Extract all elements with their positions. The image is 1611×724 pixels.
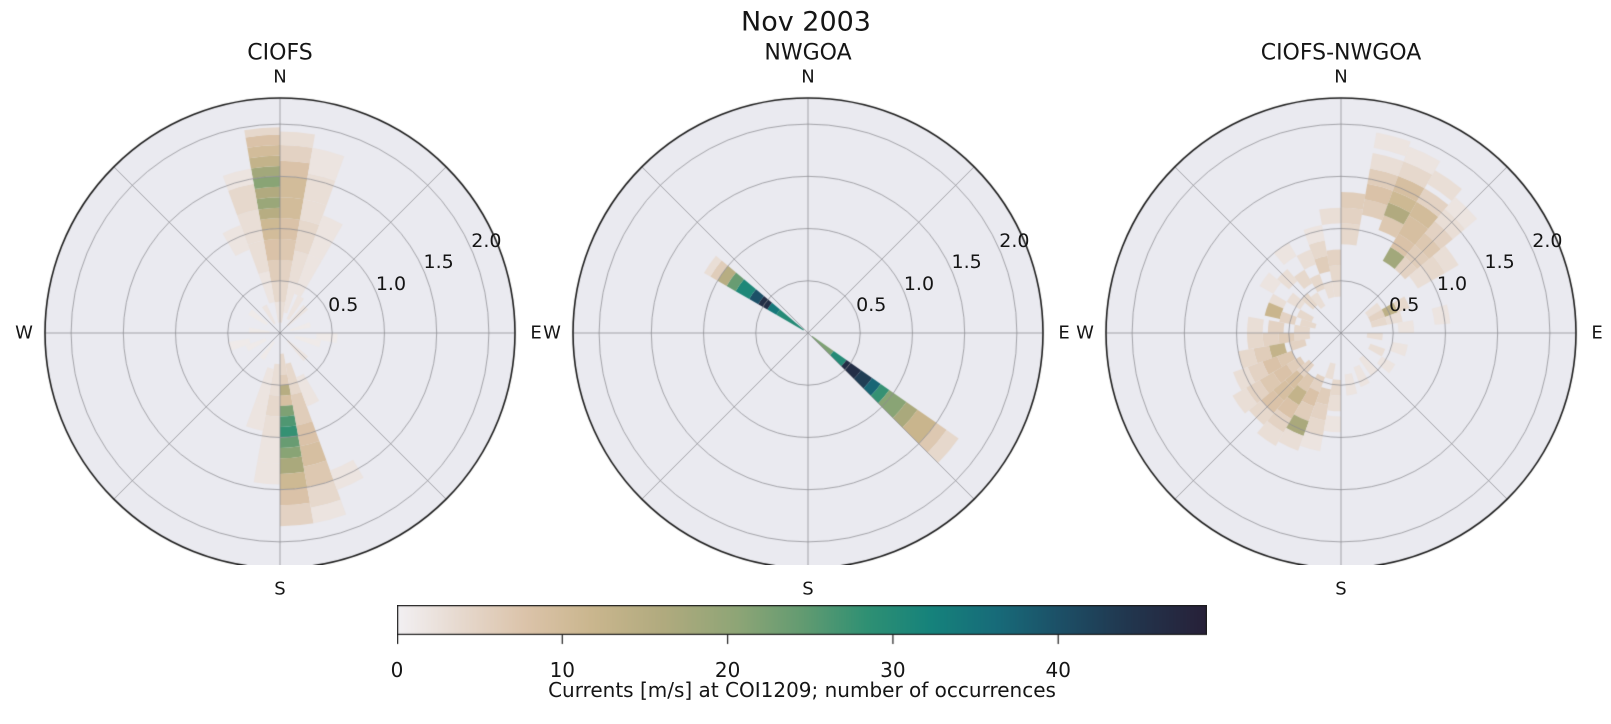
radial-tick-label: 2.0 xyxy=(1532,230,1563,253)
current-rose-canvas xyxy=(0,0,1611,565)
radial-tick-label: 2.0 xyxy=(999,230,1030,253)
compass-label-east: E xyxy=(1591,322,1603,344)
compass-label-south: S xyxy=(1335,578,1347,600)
colorbar-label: Currents [m/s] at COI1209; number of occ… xyxy=(548,678,1056,702)
radial-tick-label: 1.5 xyxy=(423,251,454,274)
radial-tick-label: 0.5 xyxy=(328,293,359,316)
radial-tick-label: 1.5 xyxy=(1484,251,1515,274)
compass-label-west: W xyxy=(1076,322,1094,344)
radial-tick-label: 0.5 xyxy=(1389,293,1420,316)
radial-tick-label: 0.5 xyxy=(856,293,887,316)
compass-label-west: W xyxy=(543,322,561,344)
colorbar-tick-label: 40 xyxy=(1045,658,1071,682)
compass-label-north: N xyxy=(801,66,815,88)
compass-label-north: N xyxy=(1334,66,1348,88)
figure-title: Nov 2003 xyxy=(741,6,871,38)
colorbar-gradient xyxy=(397,605,1207,645)
radial-tick-label: 2.0 xyxy=(471,230,502,253)
radial-tick-label: 1.0 xyxy=(1436,272,1468,295)
compass-label-west: W xyxy=(15,322,33,344)
radial-tick-label: 1.0 xyxy=(903,272,935,295)
compass-label-north: N xyxy=(273,66,287,88)
compass-label-south: S xyxy=(274,578,286,600)
compass-label-east: E xyxy=(1058,322,1070,344)
compass-label-east: E xyxy=(530,322,542,344)
colorbar-tick-label: 0 xyxy=(390,658,404,682)
colorbar-tick-label: 20 xyxy=(714,658,741,682)
compass-label-south: S xyxy=(802,578,814,600)
radial-tick-label: 1.5 xyxy=(951,251,982,274)
colorbar-tick-label: 10 xyxy=(549,658,576,682)
plot-title-ciofs: CIOFS xyxy=(247,40,313,66)
plot-title-ciofs-nwgoa: CIOFS-NWGOA xyxy=(1260,40,1422,66)
colorbar-tick-label: 30 xyxy=(880,658,906,682)
radial-tick-label: 1.0 xyxy=(375,272,407,295)
plot-title-nwgoa: NWGOA xyxy=(764,40,852,66)
